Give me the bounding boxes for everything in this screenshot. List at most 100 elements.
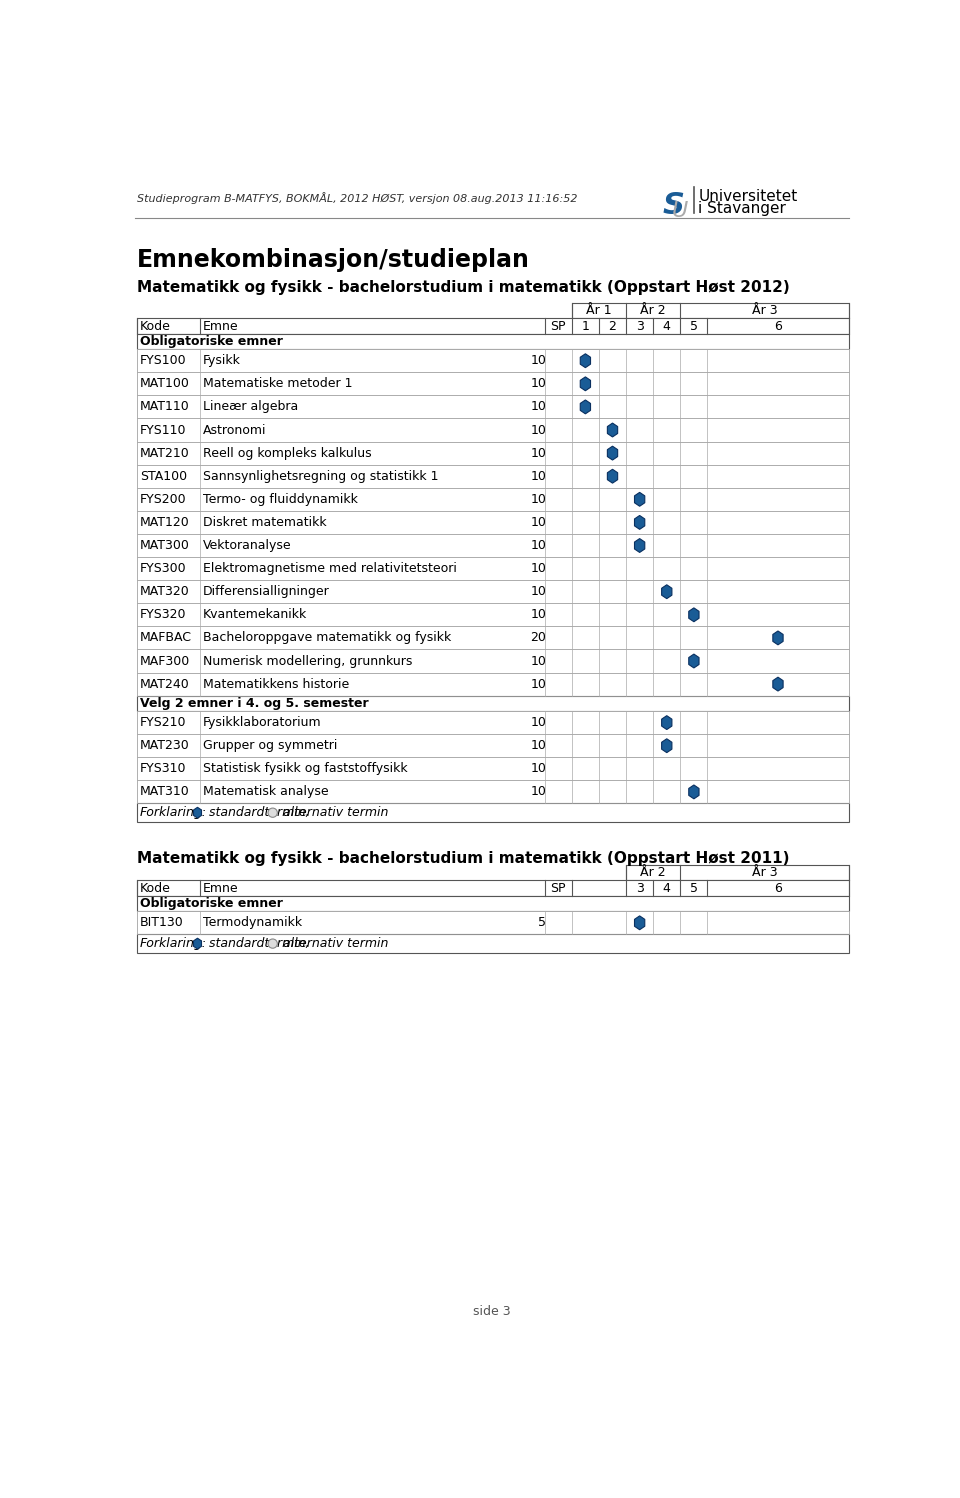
Bar xyxy=(137,511,849,533)
Text: 6: 6 xyxy=(774,882,781,894)
Bar xyxy=(137,604,849,626)
Circle shape xyxy=(268,939,277,948)
Text: Forklaring:: Forklaring: xyxy=(140,938,207,950)
Text: 10: 10 xyxy=(530,785,546,798)
Bar xyxy=(137,319,849,334)
Text: MAT110: MAT110 xyxy=(140,400,190,413)
Bar xyxy=(137,557,849,580)
Text: 10: 10 xyxy=(530,515,546,529)
Polygon shape xyxy=(661,716,672,730)
Polygon shape xyxy=(773,677,783,691)
Text: 4: 4 xyxy=(662,319,671,333)
Bar xyxy=(137,803,849,822)
Text: i Stavanger: i Stavanger xyxy=(698,201,786,216)
Text: MAT320: MAT320 xyxy=(140,586,190,598)
Text: 5: 5 xyxy=(690,882,698,894)
Text: MAT120: MAT120 xyxy=(140,515,190,529)
Polygon shape xyxy=(635,539,645,553)
Bar xyxy=(137,418,849,442)
Text: Kode: Kode xyxy=(140,319,171,333)
Polygon shape xyxy=(635,493,645,506)
Text: Termo- og fluiddynamikk: Termo- og fluiddynamikk xyxy=(203,493,358,506)
Text: 10: 10 xyxy=(530,655,546,668)
Text: FYS320: FYS320 xyxy=(140,608,186,622)
Text: 10: 10 xyxy=(530,354,546,367)
Text: Termodynamikk: Termodynamikk xyxy=(203,917,302,929)
Text: SP: SP xyxy=(550,882,566,894)
Bar xyxy=(137,533,849,557)
Text: 3: 3 xyxy=(636,319,643,333)
Text: 4: 4 xyxy=(662,882,671,894)
Text: MAT300: MAT300 xyxy=(140,539,190,551)
Text: 10: 10 xyxy=(530,446,546,460)
Text: 10: 10 xyxy=(530,377,546,391)
Text: 10: 10 xyxy=(530,716,546,730)
Polygon shape xyxy=(635,915,645,930)
Text: År 1: År 1 xyxy=(587,304,612,318)
Bar xyxy=(137,935,849,953)
Bar xyxy=(137,626,849,650)
Text: FYS110: FYS110 xyxy=(140,424,186,436)
Text: side 3: side 3 xyxy=(473,1305,511,1318)
Text: Diskret matematikk: Diskret matematikk xyxy=(203,515,326,529)
Text: 10: 10 xyxy=(530,762,546,776)
Text: Matematisk analyse: Matematisk analyse xyxy=(203,785,328,798)
Polygon shape xyxy=(688,655,699,668)
Bar xyxy=(626,864,849,881)
Bar xyxy=(137,896,849,911)
Text: Numerisk modellering, grunnkurs: Numerisk modellering, grunnkurs xyxy=(203,655,412,668)
Text: MAT310: MAT310 xyxy=(140,785,190,798)
Text: Emne: Emne xyxy=(203,882,238,894)
Polygon shape xyxy=(580,400,590,413)
Text: Kvantemekanikk: Kvantemekanikk xyxy=(203,608,307,622)
Text: Obligatoriske emner: Obligatoriske emner xyxy=(140,336,283,348)
Text: alternativ termin: alternativ termin xyxy=(278,806,388,819)
Text: Kode: Kode xyxy=(140,882,171,894)
Text: 10: 10 xyxy=(530,586,546,598)
Text: MAF300: MAF300 xyxy=(140,655,190,668)
Text: STA100: STA100 xyxy=(140,470,187,482)
Polygon shape xyxy=(688,785,699,798)
Bar xyxy=(137,349,849,373)
Bar xyxy=(137,881,849,896)
Text: MAT100: MAT100 xyxy=(140,377,190,391)
Text: SP: SP xyxy=(550,319,566,333)
Bar xyxy=(137,712,849,734)
Bar xyxy=(137,442,849,464)
Text: 5: 5 xyxy=(690,319,698,333)
Bar xyxy=(137,580,849,604)
Text: Lineær algebra: Lineær algebra xyxy=(203,400,299,413)
Text: Differensialligninger: Differensialligninger xyxy=(203,586,329,598)
Bar xyxy=(137,334,849,349)
Polygon shape xyxy=(608,446,617,460)
Bar xyxy=(137,650,849,673)
Text: Bacheloroppgave matematikk og fysikk: Bacheloroppgave matematikk og fysikk xyxy=(203,632,451,644)
Bar xyxy=(137,734,849,758)
Text: Emnekombinasjon/studieplan: Emnekombinasjon/studieplan xyxy=(137,247,530,271)
Text: U: U xyxy=(672,201,688,222)
Bar xyxy=(137,780,849,803)
Bar xyxy=(137,488,849,511)
Bar xyxy=(137,695,849,712)
Text: År 2: År 2 xyxy=(640,866,666,879)
Text: FYS210: FYS210 xyxy=(140,716,186,730)
Bar xyxy=(572,303,849,319)
Bar xyxy=(137,911,849,935)
Bar xyxy=(137,673,849,695)
Bar xyxy=(137,395,849,418)
Text: 10: 10 xyxy=(530,608,546,622)
Polygon shape xyxy=(580,354,590,367)
Text: Reell og kompleks kalkulus: Reell og kompleks kalkulus xyxy=(203,446,372,460)
Text: Obligatoriske emner: Obligatoriske emner xyxy=(140,897,283,911)
Text: MAFBAC: MAFBAC xyxy=(140,632,192,644)
Bar xyxy=(137,758,849,780)
Text: Studieprogram B-MATFYS, BOKMÅL, 2012 HØST, versjon 08.aug.2013 11:16:52: Studieprogram B-MATFYS, BOKMÅL, 2012 HØS… xyxy=(137,192,578,204)
Polygon shape xyxy=(661,584,672,599)
Text: Matematikk og fysikk - bachelorstudium i matematikk (Oppstart Høst 2012): Matematikk og fysikk - bachelorstudium i… xyxy=(137,280,790,295)
Text: 5: 5 xyxy=(539,917,546,929)
Polygon shape xyxy=(773,631,783,644)
Polygon shape xyxy=(688,608,699,622)
Text: MAT240: MAT240 xyxy=(140,677,190,691)
Polygon shape xyxy=(661,739,672,752)
Text: alternativ termin: alternativ termin xyxy=(278,938,388,950)
